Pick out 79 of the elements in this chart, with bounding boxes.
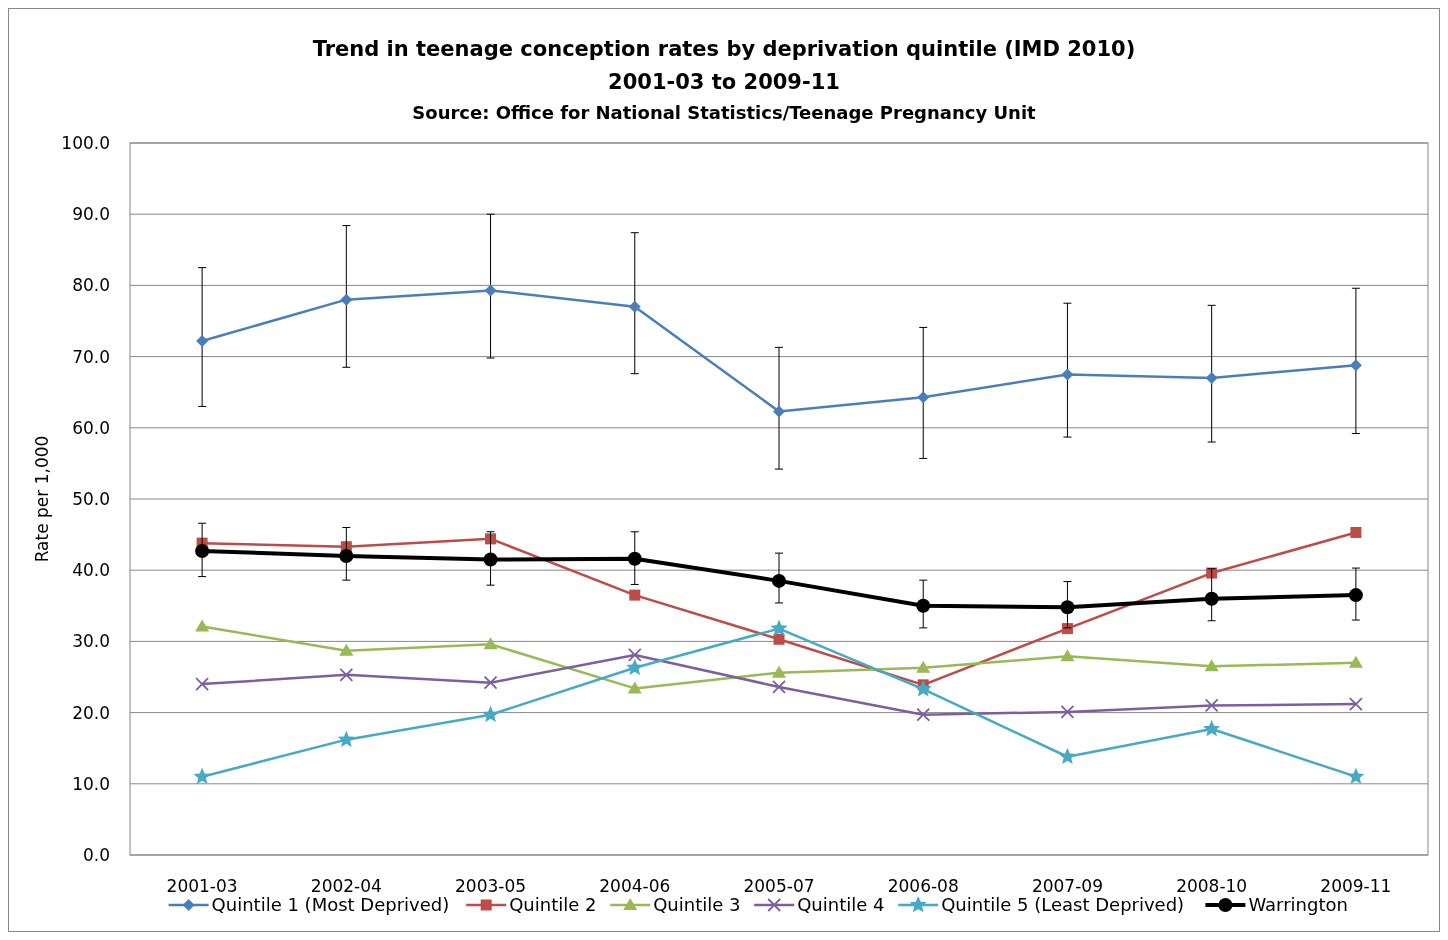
x-tick-label: 2009-11 (1320, 876, 1392, 896)
x-tick-label: 2006-08 (887, 876, 959, 896)
point (483, 637, 498, 650)
legend-label: Quintile 1 (Most Deprived) (211, 894, 450, 915)
x-tick-label: 2007-09 (1031, 876, 1103, 896)
y-tick-label: 100.0 (61, 133, 110, 153)
point (626, 658, 644, 676)
point (628, 300, 641, 313)
point (1348, 588, 1363, 603)
point (339, 548, 354, 563)
y-tick-label: 50.0 (72, 489, 110, 509)
point (1204, 698, 1219, 713)
chart-subtitle: 2001-03 to 2009-11 (608, 70, 840, 94)
x-tick-label: 2008-10 (1176, 876, 1248, 896)
y-tick-label: 40.0 (72, 560, 110, 581)
point (627, 551, 642, 566)
point (627, 648, 642, 662)
y-tick-label: 80.0 (72, 275, 110, 296)
point (1204, 659, 1219, 672)
y-tick-label: 90.0 (72, 204, 110, 225)
point (339, 643, 354, 656)
x-tick-label: 2005-07 (743, 876, 815, 896)
legend-label: Quintile 3 (653, 894, 741, 915)
point (773, 633, 785, 645)
point (339, 667, 354, 682)
point (195, 677, 210, 692)
point (1060, 704, 1075, 719)
legend-label: Quintile 5 (Least Deprived) (941, 894, 1185, 915)
point (482, 705, 500, 723)
x-tick-label: 2003-05 (455, 876, 527, 896)
point (195, 543, 210, 558)
point (1350, 526, 1362, 538)
y-tick-label: 60.0 (72, 417, 110, 438)
point (1348, 697, 1363, 711)
point (770, 619, 788, 636)
point (627, 681, 642, 694)
y-axis-title: Rate per 1,000 (32, 435, 52, 563)
y-tick-label: 30.0 (72, 631, 110, 652)
point (1203, 719, 1221, 737)
point (916, 598, 931, 613)
point (484, 284, 497, 297)
point (772, 573, 786, 588)
point (1060, 600, 1075, 615)
point (1349, 359, 1362, 372)
x-tick-label: 2002-04 (310, 876, 382, 896)
point (1058, 747, 1076, 765)
point (483, 552, 498, 567)
source-note: Source: Office for National Statistics/Teenage Pregnancy Unit (412, 102, 1037, 123)
point (1204, 591, 1219, 606)
point (772, 680, 786, 694)
point (1061, 368, 1074, 381)
point (1205, 371, 1218, 384)
y-tick-label: 20.0 (72, 702, 110, 723)
point (914, 680, 932, 697)
point (916, 660, 931, 673)
y-tick-label: 70.0 (72, 346, 110, 367)
point (340, 293, 353, 306)
y-tick-label: 10.0 (72, 773, 110, 794)
point (1348, 655, 1363, 668)
point (1060, 649, 1075, 662)
point (917, 391, 930, 404)
point (195, 619, 210, 632)
point (773, 405, 785, 418)
point (193, 767, 211, 784)
point (629, 589, 641, 601)
point (916, 707, 931, 722)
point (772, 665, 786, 678)
chart-title: Trend in teenage conception rates by deprivation quintile (IMD 2010) (312, 37, 1136, 61)
point (196, 334, 209, 347)
legend-label: Quintile 2 (509, 894, 597, 915)
y-tick-label: 0.0 (82, 845, 110, 865)
point (483, 675, 498, 690)
legend-label: Warrington (1248, 894, 1348, 915)
x-tick-label: 2004-06 (599, 876, 671, 896)
point (337, 730, 355, 747)
legend-label: Quintile 4 (797, 894, 885, 915)
point (1347, 767, 1365, 784)
x-tick-label: 2001-03 (166, 876, 238, 896)
point (485, 533, 497, 545)
